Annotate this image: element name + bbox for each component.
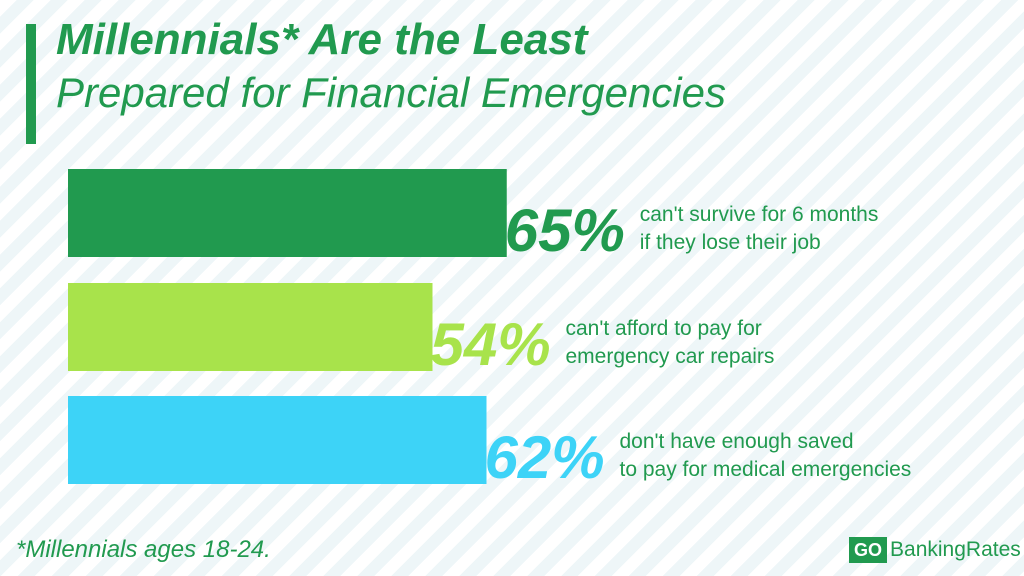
- brand-logo-go: GO: [849, 537, 888, 563]
- value-label-3: 62%: [485, 424, 605, 491]
- footnote: *Millennials ages 18-24.: [16, 536, 271, 563]
- title-accent-bar: [26, 24, 36, 144]
- bar-3: [68, 396, 487, 484]
- category-label-2-line-2: emergency car repairs: [566, 345, 775, 368]
- category-label-1-line-1: can't survive for 6 months: [640, 203, 879, 226]
- category-label-1-line-2: if they lose their job: [640, 231, 821, 254]
- category-label-3-line-1: don't have enough saved: [620, 430, 854, 453]
- brand-logo: GO BankingRates: [849, 537, 1021, 563]
- title-line-1: Millennials* Are the Least: [56, 15, 588, 64]
- value-label-2: 54%: [431, 311, 551, 378]
- brand-logo-name: BankingRates: [890, 538, 1021, 561]
- page-title: Millennials* Are the Least Prepared for …: [56, 18, 726, 114]
- title-line-2: Prepared for Financial Emergencies: [56, 69, 726, 116]
- value-label-1: 65%: [505, 197, 625, 264]
- bar-2: [68, 283, 433, 371]
- category-label-2-line-1: can't afford to pay for: [566, 317, 762, 340]
- bar-1: [68, 169, 507, 257]
- category-label-3-line-2: to pay for medical emergencies: [620, 458, 912, 481]
